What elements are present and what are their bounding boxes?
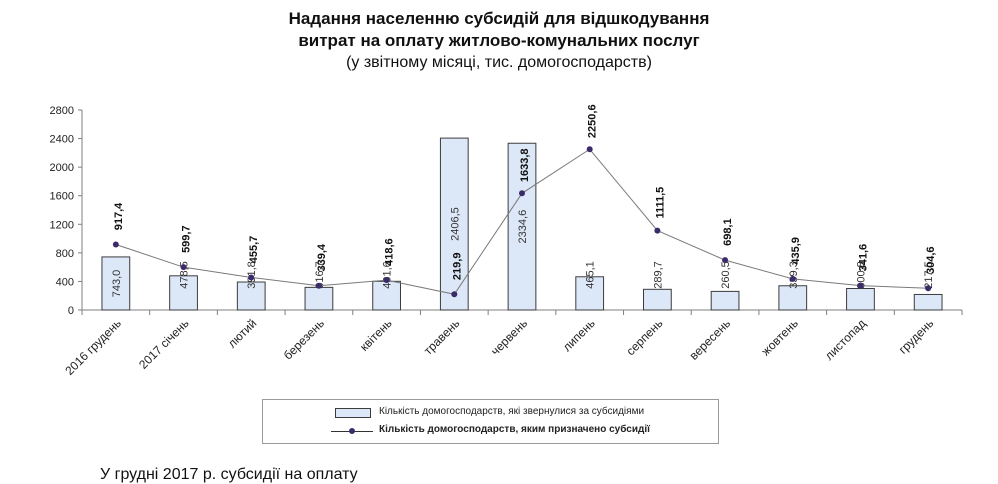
x-tick-label: березень [281, 316, 327, 362]
bar-value-label: 316,7 [314, 261, 326, 289]
y-tick-label: 2800 [50, 105, 74, 117]
line-point [722, 257, 729, 264]
bar-value-label: 300,8 [855, 261, 867, 289]
x-tick-label: квітень [357, 316, 395, 354]
y-tick-label: 2400 [50, 134, 74, 146]
chart-title-line-2: витрат на оплату житлово-комунальних пос… [298, 31, 700, 50]
line-value-label: 435,9 [790, 237, 802, 265]
legend-bar-label: Кількість домогосподарств, які звернулис… [379, 406, 645, 417]
x-tick-label: листопад [822, 316, 869, 363]
bar [507, 142, 537, 311]
bar-value-label: 2406,5 [449, 207, 461, 241]
bar-value-label: 217,5 [923, 261, 935, 289]
line-value-label: 1111,5 [654, 187, 666, 219]
line-point [519, 190, 525, 197]
line-point [383, 277, 390, 284]
bar [778, 285, 808, 311]
line-value-label: 917,4 [113, 202, 125, 230]
line-value-label: 418,6 [384, 238, 396, 266]
line-value-label: 455,7 [248, 236, 260, 264]
y-tick-label: 1200 [50, 219, 74, 231]
x-tick-label: липень [560, 316, 598, 354]
line-value-label: 599,7 [181, 225, 193, 253]
x-tick-label: лютий [225, 316, 259, 350]
chart-legend: Кількість домогосподарств, які звернулис… [262, 399, 719, 444]
footer-text: У грудні 2017 р. субсидії на оплату [100, 466, 358, 483]
bar-value-label: 2334,6 [517, 210, 529, 244]
chart-subtitle: (у звітному місяці, тис. домогосподарств… [346, 54, 652, 71]
y-tick-label: 0 [68, 305, 74, 317]
y-tick-label: 2000 [50, 162, 74, 174]
line-value-label: 219,9 [451, 253, 463, 281]
x-tick-label: 2016 грудень [62, 316, 124, 378]
bar [710, 290, 740, 311]
line-point [180, 264, 187, 271]
x-tick-label: жовтень [759, 316, 801, 358]
bar-value-label: 289,7 [652, 261, 664, 289]
line-point [248, 274, 255, 281]
line-point [112, 241, 119, 248]
y-tick-label: 400 [56, 276, 74, 288]
bar-value-label: 743,0 [111, 270, 123, 298]
bar-value-label: 465,1 [585, 261, 597, 289]
legend-marker-swatch [349, 428, 355, 434]
legend-item-line: Кількість домогосподарств, яким призначе… [263, 422, 718, 440]
x-tick-label: травень [421, 316, 462, 357]
line-value-label: 2250,6 [587, 104, 599, 138]
line-point [451, 291, 458, 298]
bar [913, 293, 943, 311]
chart-title-block: Надання населенню субсидій для відшкодув… [0, 8, 998, 74]
line-point [654, 227, 661, 234]
x-tick-label: вересень [687, 316, 734, 363]
x-tick-label: червень [488, 316, 530, 358]
line-point [586, 146, 593, 153]
bar [169, 275, 198, 311]
x-tick-label: 2017 січень [136, 316, 192, 372]
line-value-label: 1633,8 [519, 148, 531, 182]
line-value-label: 698,1 [722, 218, 734, 246]
legend-item-bars: Кількість домогосподарств, які звернулис… [263, 404, 718, 422]
x-tick-label: грудень [896, 316, 936, 356]
line-value-label: 339,4 [316, 243, 328, 271]
bar [643, 288, 672, 311]
bar-value-label: 260,5 [720, 261, 732, 289]
line-value-label: 341,6 [857, 244, 869, 272]
line-point [925, 285, 932, 292]
bar-value-label: 339,3 [788, 261, 800, 289]
bar [846, 288, 875, 311]
line-point [857, 282, 864, 289]
bar [101, 256, 131, 311]
y-tick-label: 1600 [50, 191, 74, 203]
y-tick-label: 800 [56, 248, 74, 260]
x-tick-label: серпень [623, 316, 665, 358]
line-point [789, 275, 796, 282]
legend-line-label: Кількість домогосподарств, яким призначе… [379, 424, 650, 435]
bar [304, 286, 334, 311]
line-value-label: 304,6 [925, 246, 937, 274]
chart-title-line-1: Надання населенню субсидій для відшкодув… [288, 9, 710, 28]
bar [236, 281, 266, 311]
legend-bar-swatch [335, 408, 371, 418]
line-point [315, 282, 322, 289]
bar [575, 276, 605, 311]
